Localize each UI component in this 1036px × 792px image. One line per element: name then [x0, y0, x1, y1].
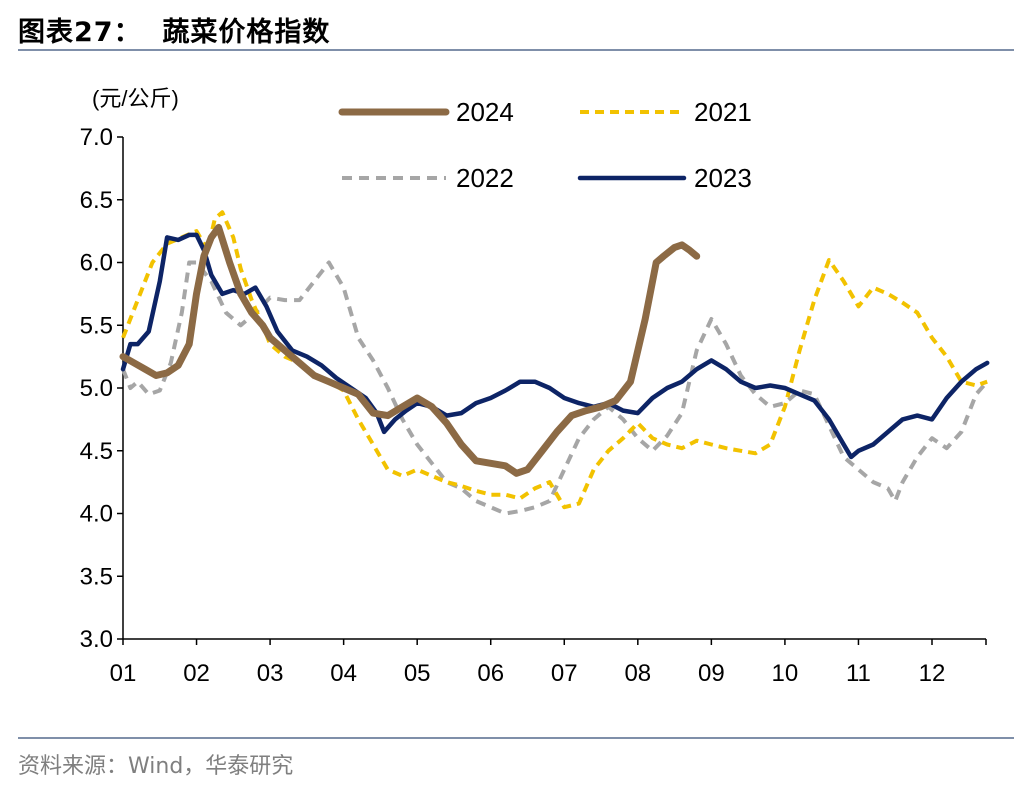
y-tick-label: 6.0	[80, 250, 113, 277]
y-tick-label: 3.5	[80, 563, 113, 590]
y-tick-label: 6.5	[80, 187, 113, 214]
y-tick-label: 3.0	[80, 626, 113, 653]
legend-label-2021: 2021	[694, 97, 752, 127]
y-tick-label: 4.0	[80, 501, 113, 528]
x-tick-label: 04	[330, 660, 357, 687]
bottom-rule	[18, 737, 1014, 739]
y-tick-label: 5.5	[80, 312, 113, 339]
x-tick-label: 05	[404, 660, 431, 687]
x-tick-label: 06	[477, 660, 504, 687]
x-tick-label: 07	[551, 660, 578, 687]
y-tick-label: 5.0	[80, 375, 113, 402]
x-tick-label: 10	[772, 660, 799, 687]
x-tick-label: 11	[846, 660, 871, 687]
series-line-2022	[121, 260, 989, 516]
y-unit-label: (元/公斤)	[92, 86, 179, 111]
figure-title: 图表27： 蔬菜价格指数	[18, 17, 331, 48]
x-tick-label: 08	[624, 660, 651, 687]
legend-label-2022: 2022	[456, 163, 514, 193]
top-rule	[18, 49, 1014, 51]
x-tick-label: 03	[257, 660, 284, 687]
x-tick-label: 09	[698, 660, 725, 687]
vegetable-price-chart: 7.0 6.5 6.0 5.5 5.0 4.5 4.0 3.5 3.0 01 02 03 04 05 06 0…	[80, 86, 990, 687]
x-tick-label: 02	[183, 660, 210, 687]
series-line-2024	[119, 223, 701, 477]
x-tick-label: 01	[110, 660, 137, 687]
legend-label-2023: 2023	[694, 163, 752, 193]
legend-label-2024: 2024	[456, 97, 514, 127]
series-line-2023	[120, 232, 990, 460]
y-tick-label: 4.5	[80, 438, 113, 465]
x-tick-label: 12	[919, 660, 946, 687]
series-line-2021	[121, 210, 988, 510]
y-tick-label: 7.0	[80, 124, 113, 151]
source-note: 资料来源：Wind，华泰研究	[18, 754, 294, 779]
